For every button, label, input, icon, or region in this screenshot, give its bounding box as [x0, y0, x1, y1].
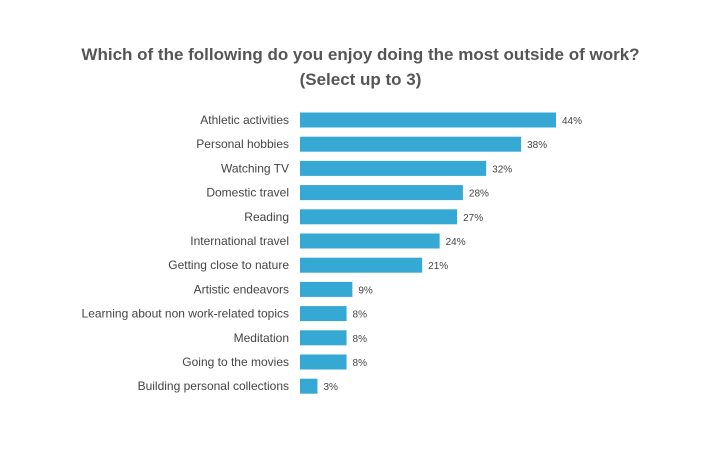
chart-title-line-2: (Select up to 3): [299, 70, 422, 89]
category-label: Athletic activities: [200, 113, 289, 127]
chart-title: Which of the following do you enjoy doin…: [0, 42, 721, 92]
value-label: 38%: [527, 140, 547, 151]
chart-title-line-1: Which of the following do you enjoy doin…: [81, 45, 640, 64]
category-label: Artistic endeavors: [194, 282, 289, 296]
bar: [300, 209, 458, 225]
value-label: 8%: [353, 358, 368, 369]
bar: [300, 160, 487, 176]
category-label: Learning about non work-related topics: [82, 307, 289, 321]
category-label: Watching TV: [221, 161, 289, 175]
category-label: International travel: [190, 234, 289, 248]
bar: [300, 185, 463, 201]
value-label: 9%: [358, 285, 373, 296]
value-label: 21%: [428, 261, 448, 272]
category-label: Going to the movies: [182, 355, 289, 369]
bar: [300, 306, 347, 322]
category-label: Getting close to nature: [168, 258, 289, 272]
category-label: Reading: [244, 210, 289, 224]
bar: [300, 378, 318, 394]
category-label: Domestic travel: [206, 186, 289, 200]
bar: [300, 136, 522, 152]
value-label: 8%: [353, 334, 368, 345]
value-label: 24%: [446, 237, 466, 248]
bar: [300, 330, 347, 346]
bar: [300, 112, 556, 128]
bar: [300, 233, 440, 249]
bar: [300, 281, 353, 297]
bar: [300, 354, 347, 370]
value-label: 28%: [469, 189, 489, 200]
value-label: 44%: [562, 116, 582, 127]
value-label: 3%: [323, 382, 338, 393]
category-label: Building personal collections: [138, 379, 289, 393]
bar: [300, 257, 423, 273]
category-label: Personal hobbies: [196, 137, 289, 151]
category-label: Meditation: [234, 331, 289, 345]
value-label: 32%: [492, 164, 512, 175]
value-label: 27%: [463, 213, 483, 224]
value-label: 8%: [353, 310, 368, 321]
